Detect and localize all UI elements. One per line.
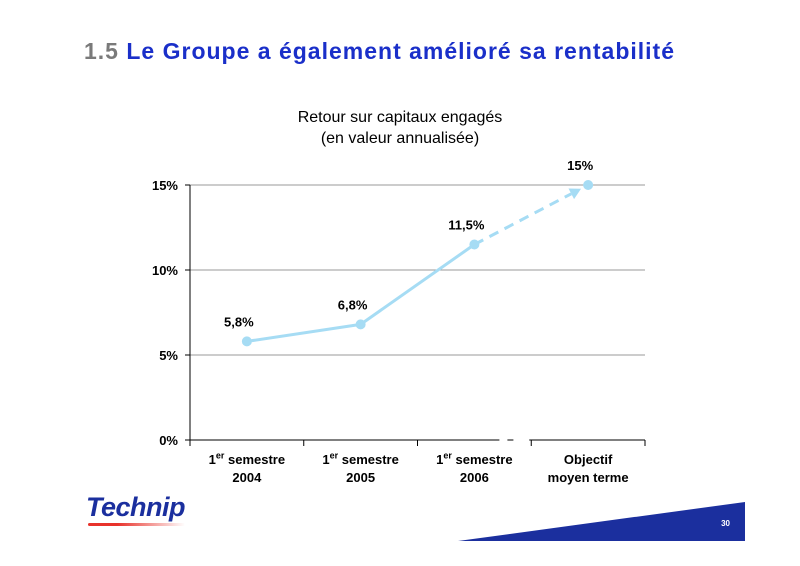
data-point — [241, 336, 252, 347]
y-tick-label: 0% — [159, 433, 178, 448]
slide-title: 1.5 Le Groupe a également amélioré sa re… — [84, 38, 675, 65]
y-tick-label: 15% — [152, 178, 178, 193]
slide-title-number: 1.5 — [84, 38, 119, 64]
data-label: 6,8% — [338, 297, 368, 312]
data-point — [355, 319, 366, 330]
footer-band — [458, 502, 745, 541]
data-label: 11,5% — [448, 218, 485, 233]
y-tick-label: 10% — [152, 263, 178, 278]
slide-title-text: Le Groupe a également amélioré sa rentab… — [126, 38, 675, 64]
data-label: 15% — [567, 158, 593, 173]
x-category-label: 1er semestre 2006 — [436, 450, 513, 485]
x-category-label: 1er semestre 2004 — [208, 450, 286, 485]
page-number: 30 — [721, 519, 730, 528]
x-category-label: 1er semestre 2005 — [322, 450, 399, 485]
chart-title: Retour sur capitaux engagés — [297, 109, 503, 126]
chart-title-block: Retour sur capitaux engagés (en valeur a… — [200, 107, 600, 149]
data-point — [583, 180, 594, 190]
target-dashed-line — [473, 192, 572, 246]
y-tick-label: 5% — [159, 348, 178, 363]
data-point — [469, 239, 480, 250]
target-arrowhead — [568, 188, 582, 200]
x-category-label: Objectif moyen terme — [547, 452, 629, 485]
chart-subtitle: (en valeur annualisée) — [320, 130, 480, 147]
technip-logo: Technip — [86, 492, 186, 526]
data-label: 5,8% — [224, 314, 254, 329]
